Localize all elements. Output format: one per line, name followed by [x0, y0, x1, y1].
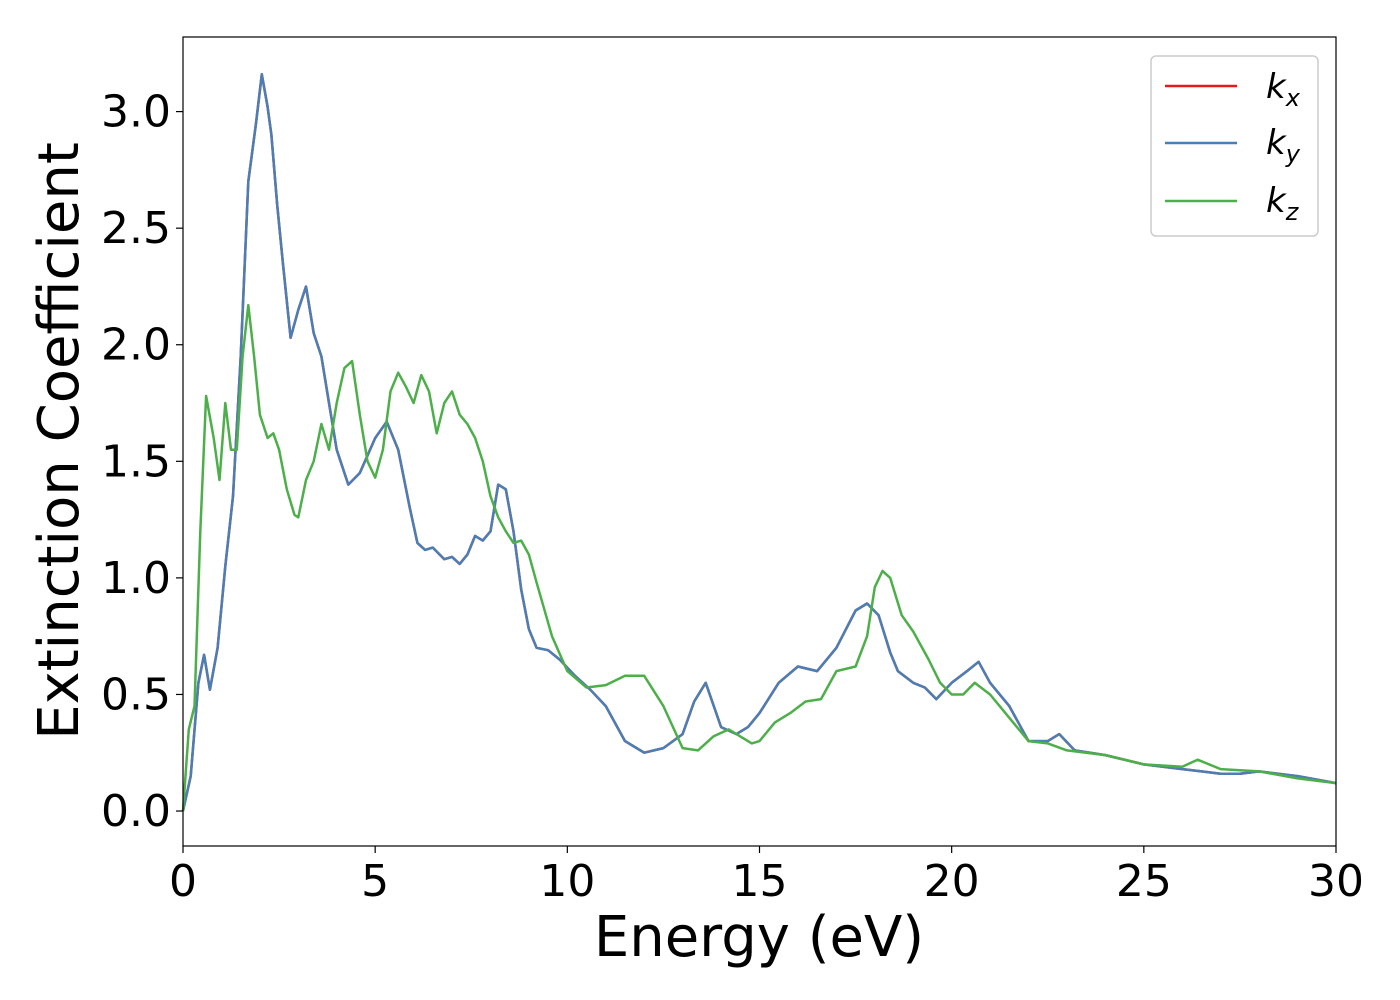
y-tick-label: 2.0	[101, 320, 171, 371]
y-tick-label: 1.0	[101, 553, 171, 604]
y-tick-label: 2.5	[101, 203, 171, 254]
legend-label-kx: kx	[1266, 67, 1301, 112]
x-tick-label: 15	[732, 856, 788, 907]
legend: kx ky kz	[1150, 55, 1319, 237]
y-tick-label: 0.5	[101, 669, 171, 720]
x-tick-label: 25	[1116, 856, 1172, 907]
x-tick-label: 10	[539, 856, 595, 907]
x-tick-label: 0	[169, 856, 197, 907]
legend-label-kz: kz	[1266, 181, 1300, 226]
ticks-layer: 0 5 10 15 20 25 30 0.0 0.5 1.0 1.5 2.0 2.5 3.0	[101, 87, 1364, 907]
x-axis-title: Energy (eV)	[594, 905, 924, 970]
y-tick-label: 0.0	[101, 786, 171, 837]
y-axis-title: Extinction Coefficient	[27, 142, 92, 740]
series-layer	[181, 73, 1337, 812]
x-tick-label: 20	[924, 856, 980, 907]
x-tick-label: 5	[361, 856, 389, 907]
series-line-kz	[181, 303, 1337, 812]
legend-label-ky: ky	[1266, 123, 1301, 168]
series-line-ky	[181, 73, 1337, 812]
x-tick-label: 30	[1308, 856, 1364, 907]
plot-frame	[182, 36, 1337, 847]
y-tick-label: 3.0	[101, 87, 171, 138]
y-tick-label: 1.5	[101, 436, 171, 487]
legend-frame	[1150, 55, 1319, 237]
